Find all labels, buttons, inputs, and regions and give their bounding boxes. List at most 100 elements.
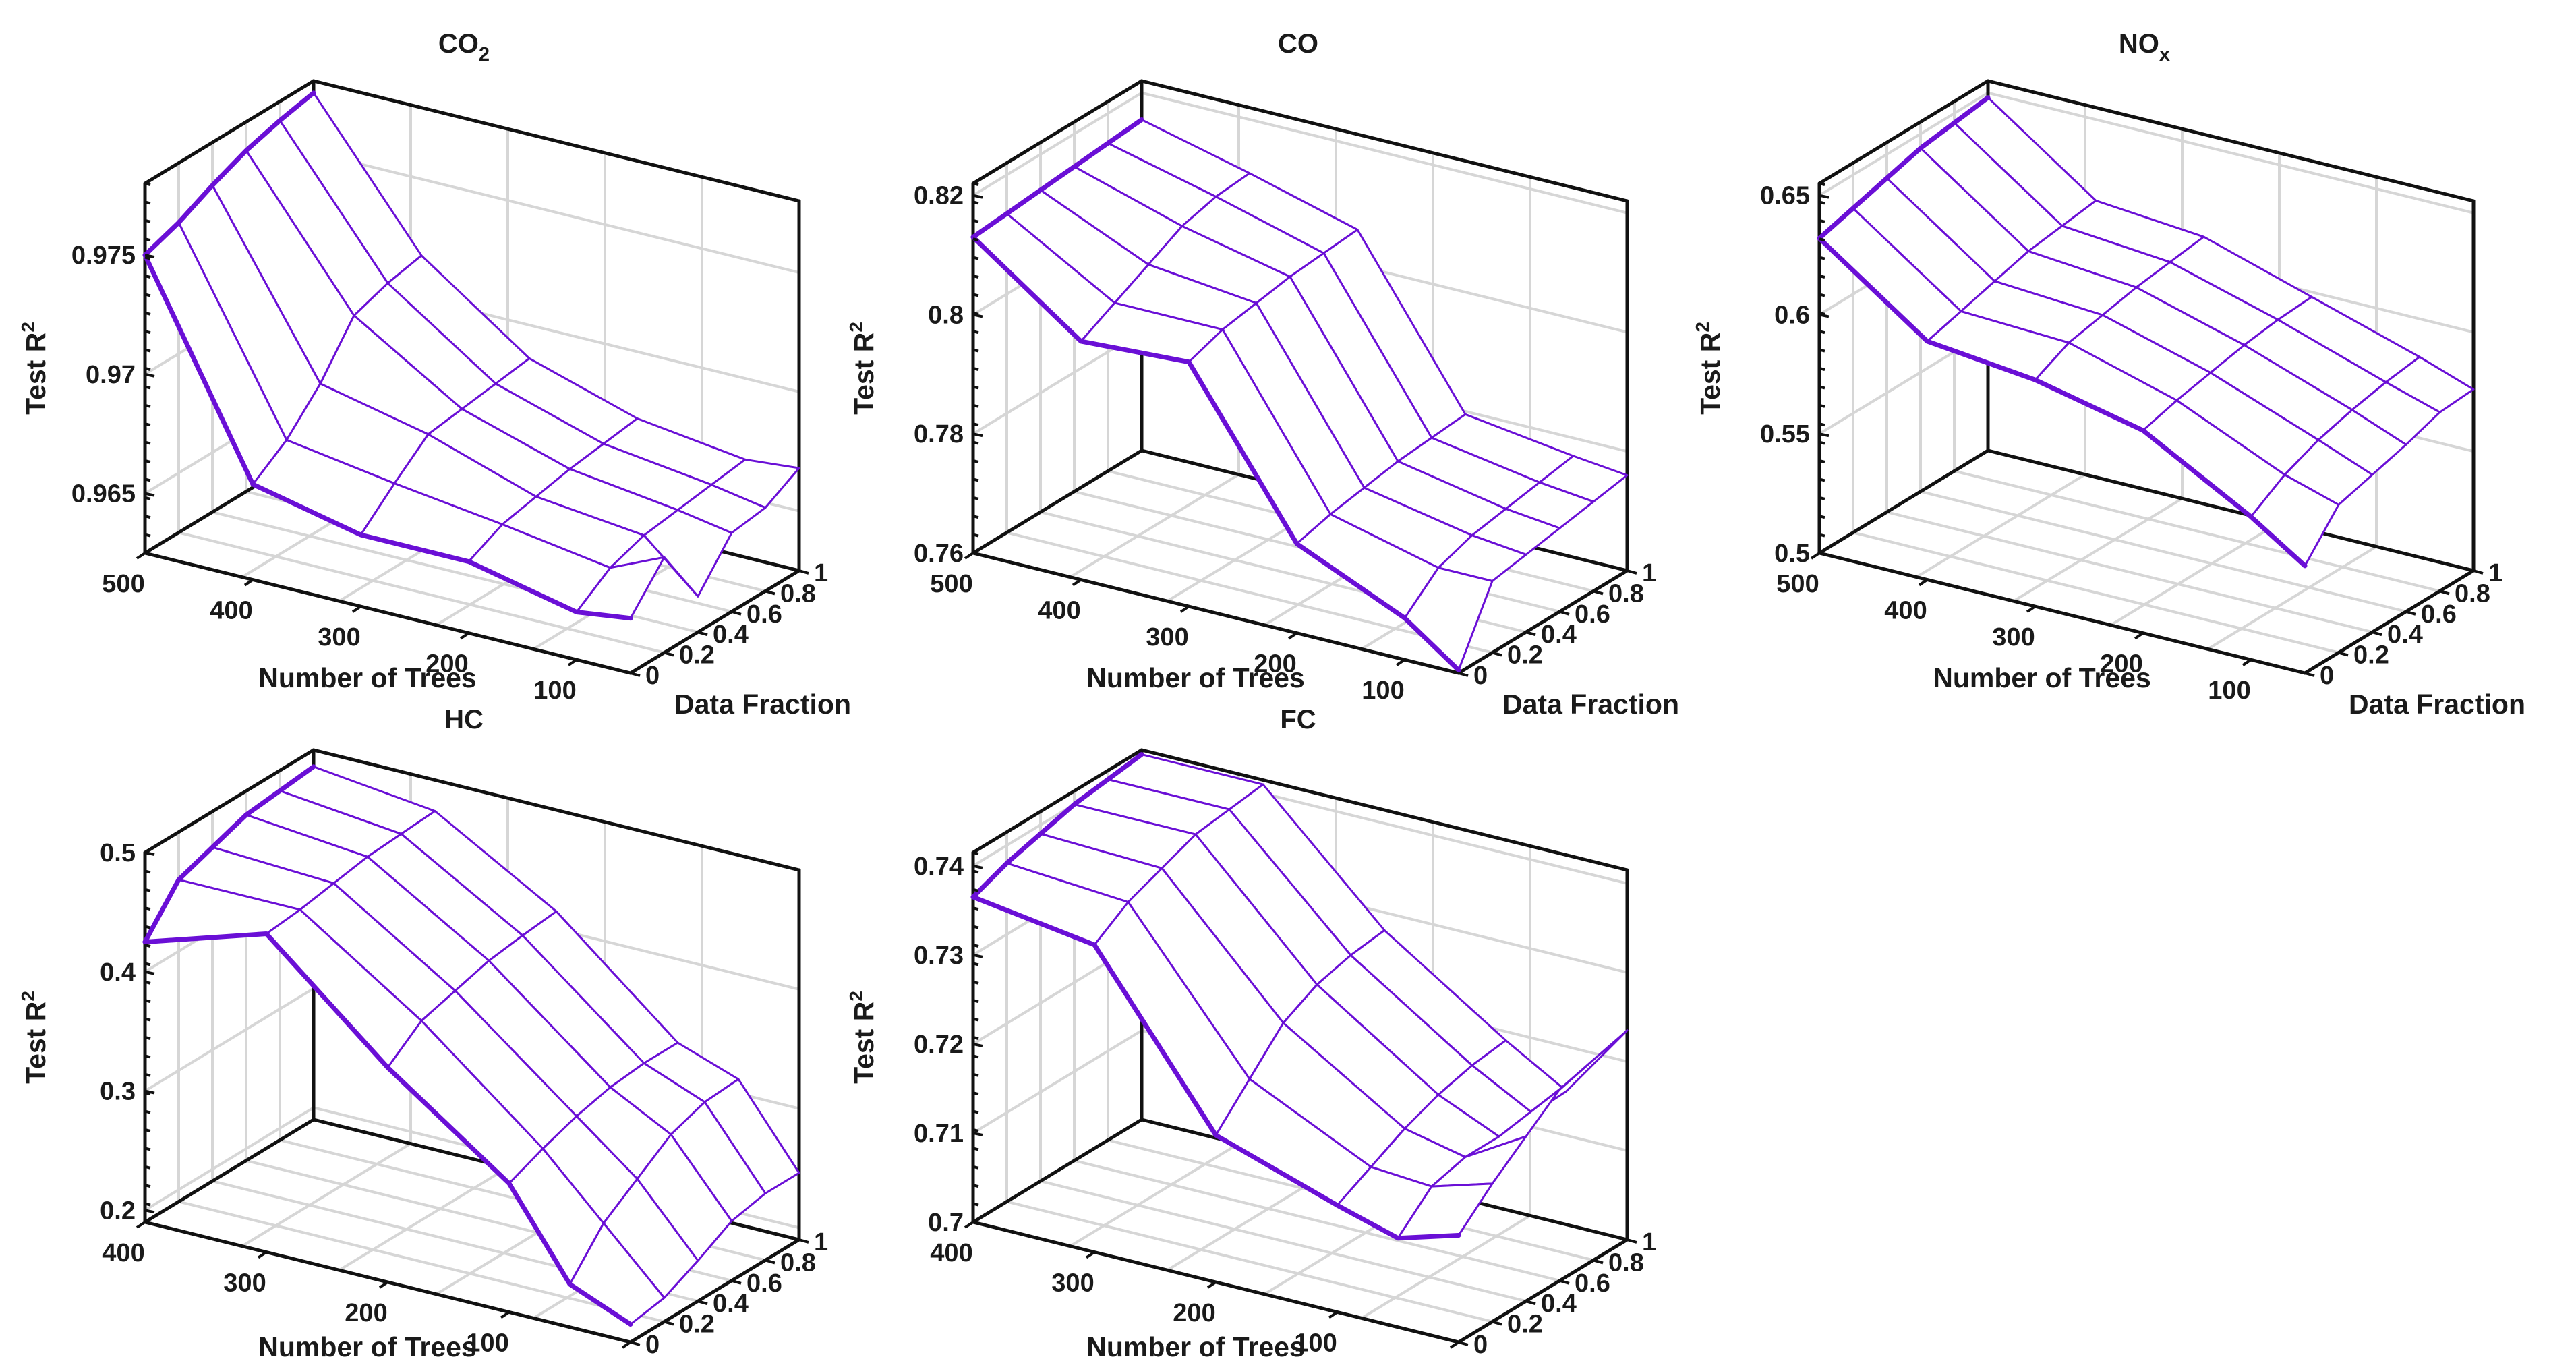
z-minor-tick	[144, 478, 151, 482]
y-tick-label: 0.4	[1541, 1290, 1577, 1318]
z-minor-tick	[144, 1147, 151, 1151]
z-tick-label: 0.5	[100, 839, 136, 867]
z-axis: 0.2 0.3 0.4 0.5	[100, 839, 155, 1225]
y-tick-label: 0.8	[2455, 579, 2490, 608]
chart-panel-co2: 0.965 0.97 0.975 500 400 300 200 100 Number of T…	[18, 29, 851, 720]
y-tick	[765, 589, 775, 596]
z-minor-tick	[144, 1036, 151, 1040]
z-axis-label: Test R2	[1692, 322, 1726, 415]
z-minor-tick	[972, 403, 979, 408]
x-axis: 500 400 300 200 100 Number of Trees	[930, 552, 1406, 705]
grid-line	[178, 1200, 665, 1323]
grid-line	[241, 1142, 412, 1248]
z-tick	[972, 313, 983, 318]
y-tick-label: 0	[1473, 1331, 1488, 1357]
z-minor-tick	[972, 311, 979, 316]
y-tick	[1492, 1320, 1502, 1326]
z-minor-tick	[1819, 403, 1825, 408]
surface-left-edge	[1817, 95, 1991, 241]
z-minor-tick	[144, 533, 151, 538]
x-tick-label: 400	[210, 597, 252, 625]
x-tick-label: 300	[1146, 623, 1188, 652]
z-minor-tick	[972, 275, 979, 279]
x-tick-label: 500	[1776, 570, 1819, 598]
z-axis-label-sup: 2	[846, 991, 867, 1002]
z-tick	[972, 864, 983, 869]
z-minor-tick	[972, 869, 979, 874]
y-tick-label: 0.6	[1575, 600, 1610, 629]
z-minor-tick	[972, 851, 979, 855]
z-tick-label: 0.74	[914, 853, 964, 881]
chart-title: HC	[444, 705, 484, 734]
axis-line	[628, 569, 801, 675]
z-tick-label: 0.55	[1760, 420, 1810, 449]
z-tick-label: 0.965	[71, 480, 136, 509]
y-tick	[630, 1341, 641, 1346]
z-axis-label-sup: 2	[1692, 322, 1713, 333]
x-tick-label: 100	[466, 1329, 508, 1357]
y-tick-label: 1	[1642, 559, 1656, 587]
surface-mesh	[142, 764, 800, 1327]
axis-line	[971, 79, 1144, 185]
grid-line	[972, 1029, 1143, 1134]
y-tick-label: 1	[2488, 559, 2502, 587]
z-minor-tick	[144, 1054, 151, 1059]
z-minor-tick	[144, 496, 151, 500]
y-tick-label: 0.4	[713, 1290, 749, 1318]
y-tick	[731, 610, 742, 616]
z-minor-tick	[1819, 348, 1825, 353]
z-minor-tick	[144, 1128, 151, 1132]
x-tick	[243, 578, 254, 587]
z-minor-tick	[1819, 311, 1825, 316]
z-tick-label: 0.5	[1774, 540, 1810, 568]
z-minor-tick	[144, 440, 151, 445]
z-minor-tick	[1819, 459, 1825, 463]
y-tick	[1525, 1300, 1536, 1306]
y-tick-label: 0.2	[679, 1310, 715, 1339]
x-tick	[1085, 1250, 1096, 1259]
y-tick	[697, 1300, 708, 1306]
z-minor-tick	[972, 944, 979, 948]
x-tick-label: 300	[223, 1269, 266, 1298]
y-axis: 0 0.20.40.60.81 Data Fraction	[1458, 559, 1679, 720]
y-tick-label: 0.2	[2353, 641, 2389, 670]
z-minor-tick	[144, 1165, 151, 1170]
z-minor-tick	[972, 256, 979, 260]
z-tick	[1819, 432, 1829, 438]
y-tick	[798, 569, 809, 575]
z-minor-tick	[1819, 200, 1825, 205]
grid-line	[2012, 497, 2184, 602]
z-tick-label: 0.6	[1774, 301, 1810, 329]
z-tick	[972, 1042, 983, 1047]
grid-line	[1040, 1180, 1527, 1303]
y-tick	[2405, 610, 2416, 616]
z-axis-label-sup: 2	[846, 322, 867, 333]
z-minor-tick	[1819, 219, 1825, 223]
y-tick	[798, 1238, 809, 1244]
grid-line	[1954, 469, 2440, 593]
z-minor-tick	[144, 459, 151, 463]
z-minor-tick	[144, 311, 151, 316]
y-tick	[1627, 569, 1637, 575]
y-tick-label: 0	[2320, 662, 2334, 690]
z-minor-tick	[144, 256, 151, 260]
z-minor-tick	[972, 888, 979, 892]
x-axis: 500 400 300 200 100 Number of Trees	[102, 552, 578, 705]
surface-left-edge	[970, 117, 1144, 239]
x-axis: 500 400 300 200 100 Number of Trees	[1776, 552, 2252, 705]
z-minor-tick	[1819, 533, 1825, 538]
x-axis-label: Number of Trees	[1933, 662, 2151, 693]
axis-line	[1817, 449, 1990, 555]
z-tick-label: 0.2	[100, 1196, 136, 1225]
z-minor-tick	[1819, 478, 1825, 482]
surface-left-edge	[142, 764, 316, 945]
z-axis-label-main: Test R	[848, 333, 879, 415]
z-tick-label: 0.65	[1760, 182, 1810, 210]
y-tick	[1593, 589, 1604, 596]
z-minor-tick	[144, 1202, 151, 1207]
y-tick-label: 0	[645, 662, 660, 690]
z-minor-tick	[144, 219, 151, 223]
z-minor-tick	[1819, 496, 1825, 500]
axis-line	[143, 748, 316, 855]
